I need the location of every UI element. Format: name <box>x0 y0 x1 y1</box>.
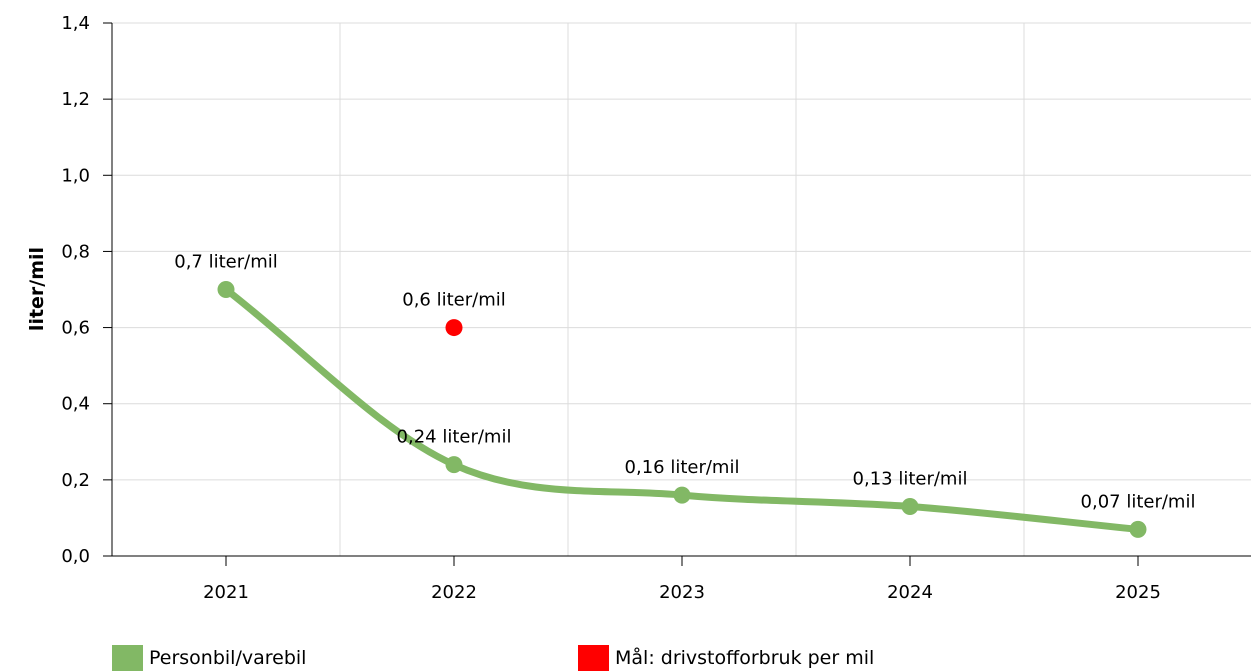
x-tick-label: 2025 <box>1115 582 1161 603</box>
x-tick-label: 2021 <box>203 582 249 603</box>
y-tick-label: 1,4 <box>61 13 90 34</box>
y-axis-title: liter/mil <box>26 247 48 331</box>
data-label-personbil: 0,7 liter/mil <box>174 252 277 273</box>
legend-item-maal: Mål: drivstofforbruk per mil <box>578 645 874 671</box>
series-layer <box>217 281 1147 538</box>
legend-swatch-red <box>578 645 609 671</box>
data-point-personbil <box>445 456 463 474</box>
data-point-personbil <box>217 281 235 298</box>
data-point-personbil <box>673 486 691 504</box>
y-tick-label: 1,2 <box>61 89 90 110</box>
data-label-maal: 0,6 liter/mil <box>402 290 505 311</box>
data-point-maal <box>445 319 463 337</box>
axes <box>103 22 1251 566</box>
data-point-personbil <box>901 498 919 516</box>
data-label-personbil: 0,24 liter/mil <box>397 427 512 448</box>
x-tick-label: 2022 <box>431 582 477 603</box>
grid-lines <box>112 22 1251 556</box>
y-tick-label: 0,0 <box>61 546 90 567</box>
x-tick-label: 2024 <box>887 582 933 603</box>
legend-item-personbil: Personbil/varebil <box>112 645 306 671</box>
data-label-personbil: 0,16 liter/mil <box>625 457 740 478</box>
y-tick-label: 0,8 <box>61 241 90 262</box>
y-tick-labels: 0,0 0,2 0,4 0,6 0,8 1,0 1,2 1,4 <box>61 13 90 567</box>
y-tick-label: 1,0 <box>61 165 90 186</box>
data-label-personbil: 0,13 liter/mil <box>853 469 968 490</box>
data-labels: 0,7 liter/mil 0,24 liter/mil 0,16 liter/mi… <box>174 252 1195 513</box>
data-label-personbil: 0,07 liter/mil <box>1081 491 1196 512</box>
y-tick-label: 0,2 <box>61 470 90 491</box>
legend-swatch-green <box>112 645 143 671</box>
legend-label: Personbil/varebil <box>149 647 307 669</box>
y-tick-label: 0,6 <box>61 318 90 339</box>
legend-label: Mål: drivstofforbruk per mil <box>615 647 875 669</box>
x-tick-labels: 2021 2022 2023 2024 2025 <box>203 582 1161 603</box>
x-tick-label: 2023 <box>659 582 705 603</box>
data-point-personbil <box>1129 520 1147 538</box>
y-tick-label: 0,4 <box>61 394 90 415</box>
